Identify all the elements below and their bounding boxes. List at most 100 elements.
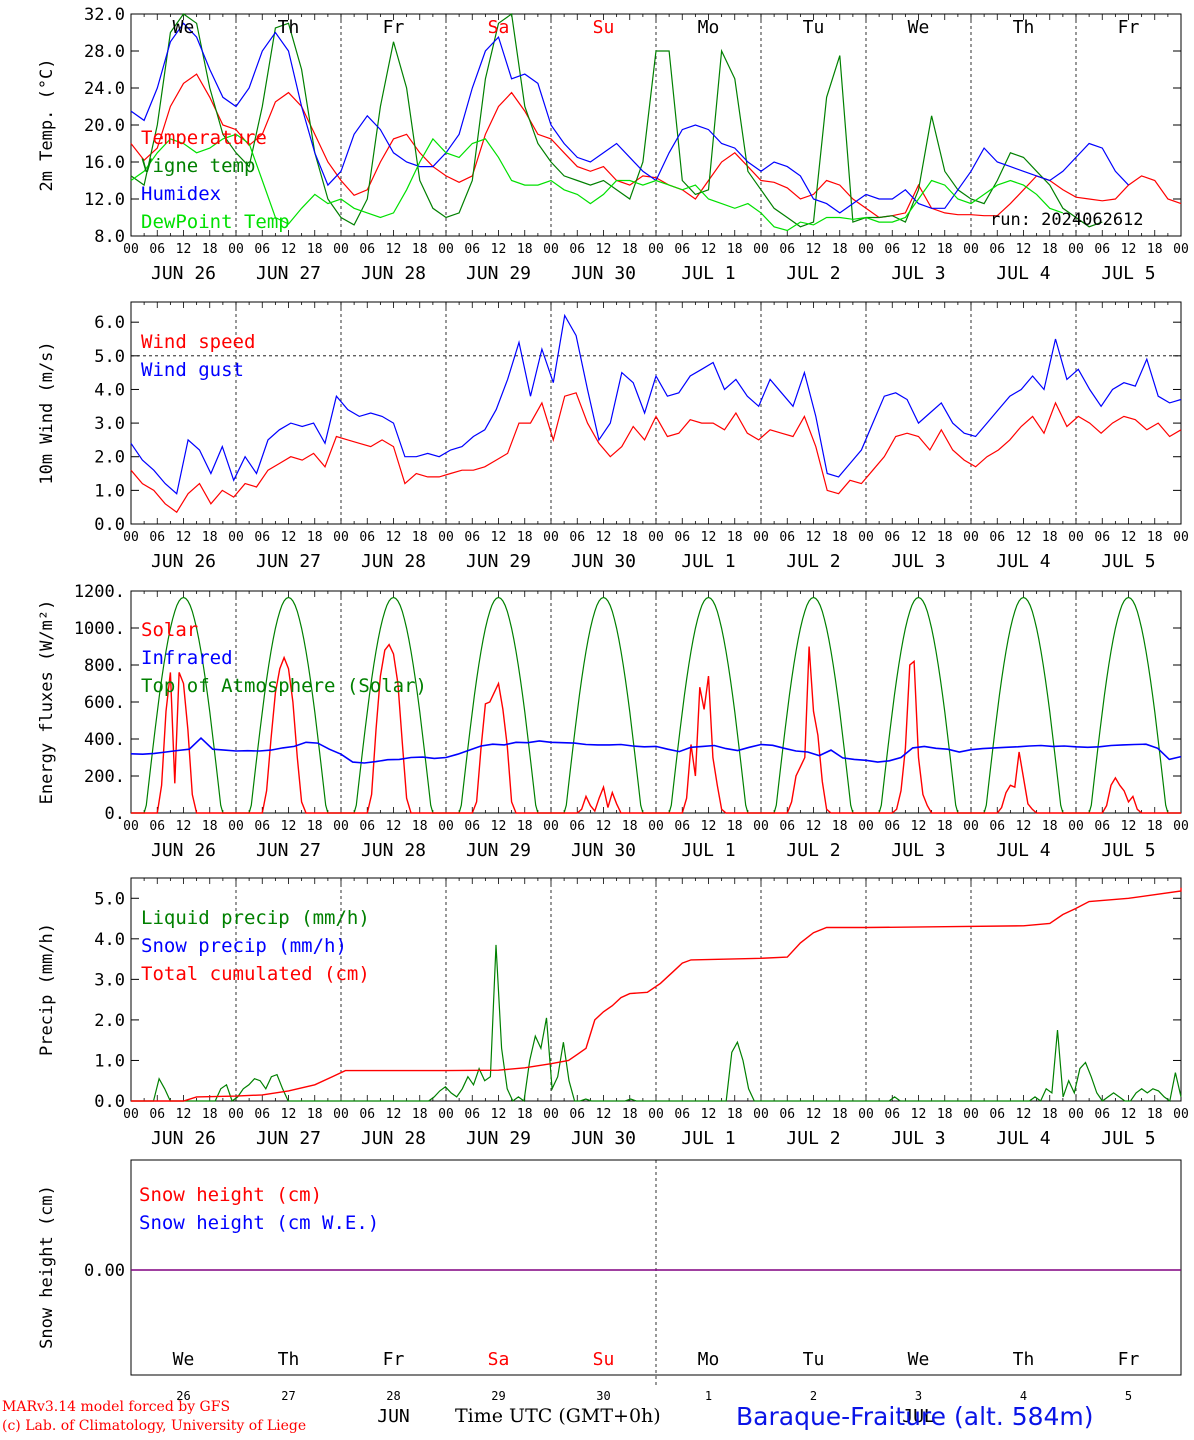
date-label: JUL 3 — [891, 551, 945, 572]
hour-tick-label: 06 — [254, 242, 270, 257]
y-tick-label: 0.00 — [84, 1261, 125, 1281]
series-line — [130, 736, 1182, 764]
hour-tick-label: 12 — [911, 530, 927, 545]
hour-tick-label: 12 — [491, 242, 507, 257]
hour-tick-label: 18 — [727, 242, 743, 257]
hour-tick-label: 18 — [202, 1107, 218, 1122]
hour-tick-label: 00 — [1173, 1107, 1189, 1122]
hour-tick-label: 18 — [412, 819, 428, 834]
hour-tick-label: 12 — [1016, 530, 1032, 545]
y-tick-label: 0.0 — [94, 1092, 125, 1112]
hour-tick-label: 06 — [884, 1107, 900, 1122]
y-tick-label: 800. — [84, 656, 125, 676]
weekday-label: Th — [1013, 1349, 1035, 1370]
hour-tick-label: 12 — [596, 530, 612, 545]
date-label: JUN 29 — [466, 263, 531, 284]
weekday-label: Fr — [383, 17, 405, 38]
hour-tick-label: 18 — [517, 819, 533, 834]
hour-tick-label: 06 — [989, 530, 1005, 545]
hour-tick-label: 00 — [543, 1107, 559, 1122]
hour-tick-label: 18 — [1042, 242, 1058, 257]
hour-tick-label: 06 — [779, 1107, 795, 1122]
date-label: JUN 26 — [151, 263, 216, 284]
hour-tick-label: 00 — [333, 819, 349, 834]
hour-tick-label: 12 — [911, 1107, 927, 1122]
hour-tick-label: 12 — [701, 242, 717, 257]
y-axis-label: 2m Temp. (°C) — [37, 58, 57, 191]
weekday-label: Mo — [698, 17, 720, 38]
y-tick-label: 2.0 — [94, 448, 125, 468]
hour-tick-label: 06 — [149, 1107, 165, 1122]
date-label: JUN 27 — [256, 263, 321, 284]
hour-tick-label: 06 — [674, 242, 690, 257]
hour-tick-label: 00 — [123, 242, 139, 257]
hour-tick-label: 06 — [1094, 1107, 1110, 1122]
legend-entry: Wind gust — [141, 359, 244, 381]
hour-tick-label: 12 — [491, 1107, 507, 1122]
hour-tick-label: 00 — [123, 819, 139, 834]
month-label: JUN — [377, 1406, 410, 1427]
date-label: JUL 1 — [681, 263, 735, 284]
date-label: JUN 30 — [571, 840, 636, 861]
hour-tick-label: 06 — [884, 530, 900, 545]
hour-tick-label: 00 — [858, 819, 874, 834]
hour-tick-label: 12 — [911, 819, 927, 834]
date-label: JUL 4 — [996, 263, 1050, 284]
y-tick-label: 2.0 — [94, 1011, 125, 1031]
day-number-label: 1 — [705, 1389, 712, 1403]
legend-entry: Liquid precip (mm/h) — [141, 907, 370, 929]
hour-tick-label: 18 — [1042, 530, 1058, 545]
hour-tick-label: 12 — [806, 242, 822, 257]
hour-tick-label: 12 — [491, 819, 507, 834]
hour-tick-label: 12 — [806, 819, 822, 834]
hour-tick-label: 00 — [228, 1107, 244, 1122]
hour-tick-label: 06 — [464, 530, 480, 545]
y-axis-label: Energy fluxes (W/m²) — [37, 600, 57, 805]
hour-tick-label: 18 — [727, 1107, 743, 1122]
hour-tick-label: 00 — [333, 242, 349, 257]
legend-entry: Wind speed — [141, 331, 255, 353]
date-label: JUN 29 — [466, 840, 531, 861]
y-tick-label: 16.0 — [84, 153, 125, 173]
y-tick-label: 24.0 — [84, 79, 125, 99]
date-label: JUL 5 — [1101, 1128, 1155, 1149]
date-label: JUN 28 — [361, 551, 426, 572]
hour-tick-label: 18 — [937, 819, 953, 834]
hour-tick-label: 18 — [517, 242, 533, 257]
hour-tick-label: 00 — [438, 242, 454, 257]
hour-tick-label: 18 — [937, 1107, 953, 1122]
hour-tick-label: 06 — [989, 242, 1005, 257]
hour-tick-label: 12 — [596, 242, 612, 257]
hour-tick-label: 00 — [858, 1107, 874, 1122]
hour-tick-label: 06 — [569, 1107, 585, 1122]
hour-tick-label: 12 — [281, 819, 297, 834]
hour-tick-label: 06 — [1094, 242, 1110, 257]
hour-tick-label: 00 — [123, 1107, 139, 1122]
date-label: JUN 27 — [256, 840, 321, 861]
run-label: run: 2024062612 — [990, 210, 1144, 230]
weekday-label: Sa — [488, 1349, 510, 1370]
hour-tick-label: 12 — [281, 242, 297, 257]
hour-tick-label: 06 — [779, 242, 795, 257]
hour-tick-label: 00 — [1173, 242, 1189, 257]
date-label: JUL 2 — [786, 551, 840, 572]
hour-tick-label: 12 — [176, 530, 192, 545]
series-line — [130, 133, 1064, 232]
hour-tick-label: 06 — [884, 242, 900, 257]
hour-tick-label: 12 — [386, 530, 402, 545]
hour-tick-label: 00 — [1068, 530, 1084, 545]
hour-tick-label: 12 — [1121, 819, 1137, 834]
hour-tick-label: 12 — [1016, 1107, 1032, 1122]
date-label: JUL 5 — [1101, 263, 1155, 284]
date-label: JUL 3 — [891, 840, 945, 861]
hour-tick-label: 18 — [202, 530, 218, 545]
date-label: JUN 27 — [256, 1128, 321, 1149]
legend-entry: Snow precip (mm/h) — [141, 935, 347, 957]
y-tick-label: 600. — [84, 693, 125, 713]
hour-tick-label: 00 — [123, 530, 139, 545]
y-axis-label: Snow height (cm) — [37, 1185, 57, 1349]
weekday-label: Fr — [1118, 17, 1140, 38]
date-label: JUL 1 — [681, 1128, 735, 1149]
legend-entry: Snow height (cm W.E.) — [139, 1212, 379, 1234]
weekday-label: Th — [278, 17, 300, 38]
